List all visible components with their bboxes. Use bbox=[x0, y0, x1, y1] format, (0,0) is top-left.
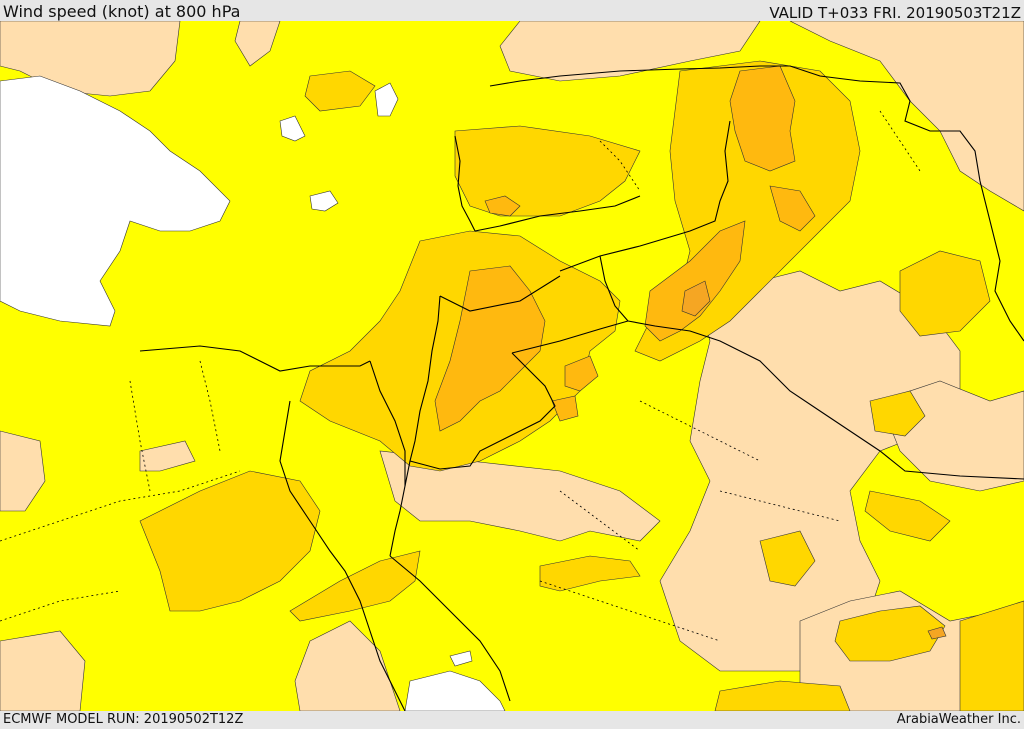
map-title: Wind speed (knot) at 800 hPa bbox=[3, 2, 241, 21]
sea-areas bbox=[0, 75, 506, 711]
valid-time-label: VALID T+033 FRI. 20190503T21Z bbox=[769, 4, 1021, 22]
country-borders bbox=[139, 65, 1024, 711]
admin-boundaries bbox=[0, 110, 921, 642]
model-run-label: ECMWF MODEL RUN: 20190502T12Z bbox=[3, 712, 244, 727]
moderate-wind-zones bbox=[139, 60, 1024, 711]
wind-speed-map-svg bbox=[0, 21, 1024, 711]
header-bar: Wind speed (knot) at 800 hPa VALID T+033… bbox=[0, 0, 1024, 21]
footer-bar: ECMWF MODEL RUN: 20190502T12Z ArabiaWeat… bbox=[0, 711, 1024, 729]
peak-wind-zones bbox=[681, 280, 947, 640]
light-wind-zones bbox=[0, 21, 1024, 711]
weather-map bbox=[0, 21, 1024, 711]
provider-label: ArabiaWeather Inc. bbox=[896, 712, 1021, 727]
strong-wind-zones bbox=[434, 65, 816, 432]
